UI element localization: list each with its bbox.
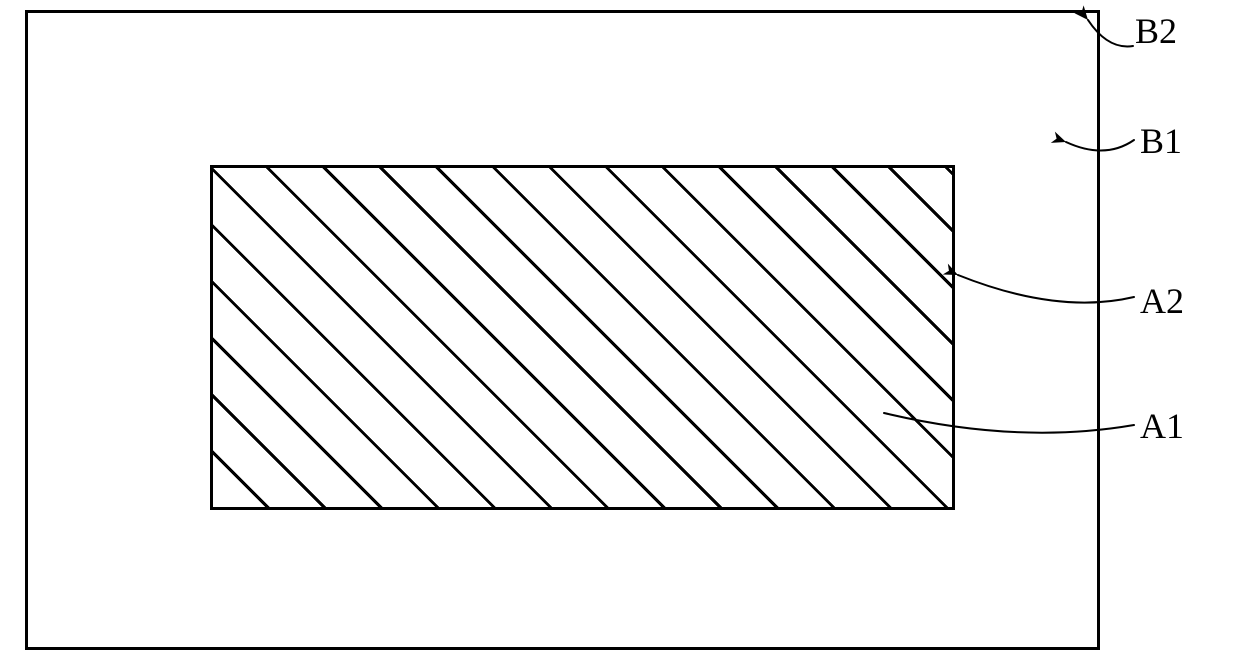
- callout-B2: [1078, 8, 1138, 53]
- label-B2: B2: [1135, 10, 1177, 52]
- callout-B1: [1060, 120, 1138, 170]
- callout-A2: [948, 265, 1138, 320]
- callout-A1: [878, 395, 1138, 450]
- label-B1: B1: [1140, 120, 1182, 162]
- diagram-stage: B2 B1 A2 A1: [0, 0, 1240, 663]
- label-A2: A2: [1140, 280, 1184, 322]
- inner-rectangle-hatched: [210, 165, 955, 510]
- label-A1: A1: [1140, 405, 1184, 447]
